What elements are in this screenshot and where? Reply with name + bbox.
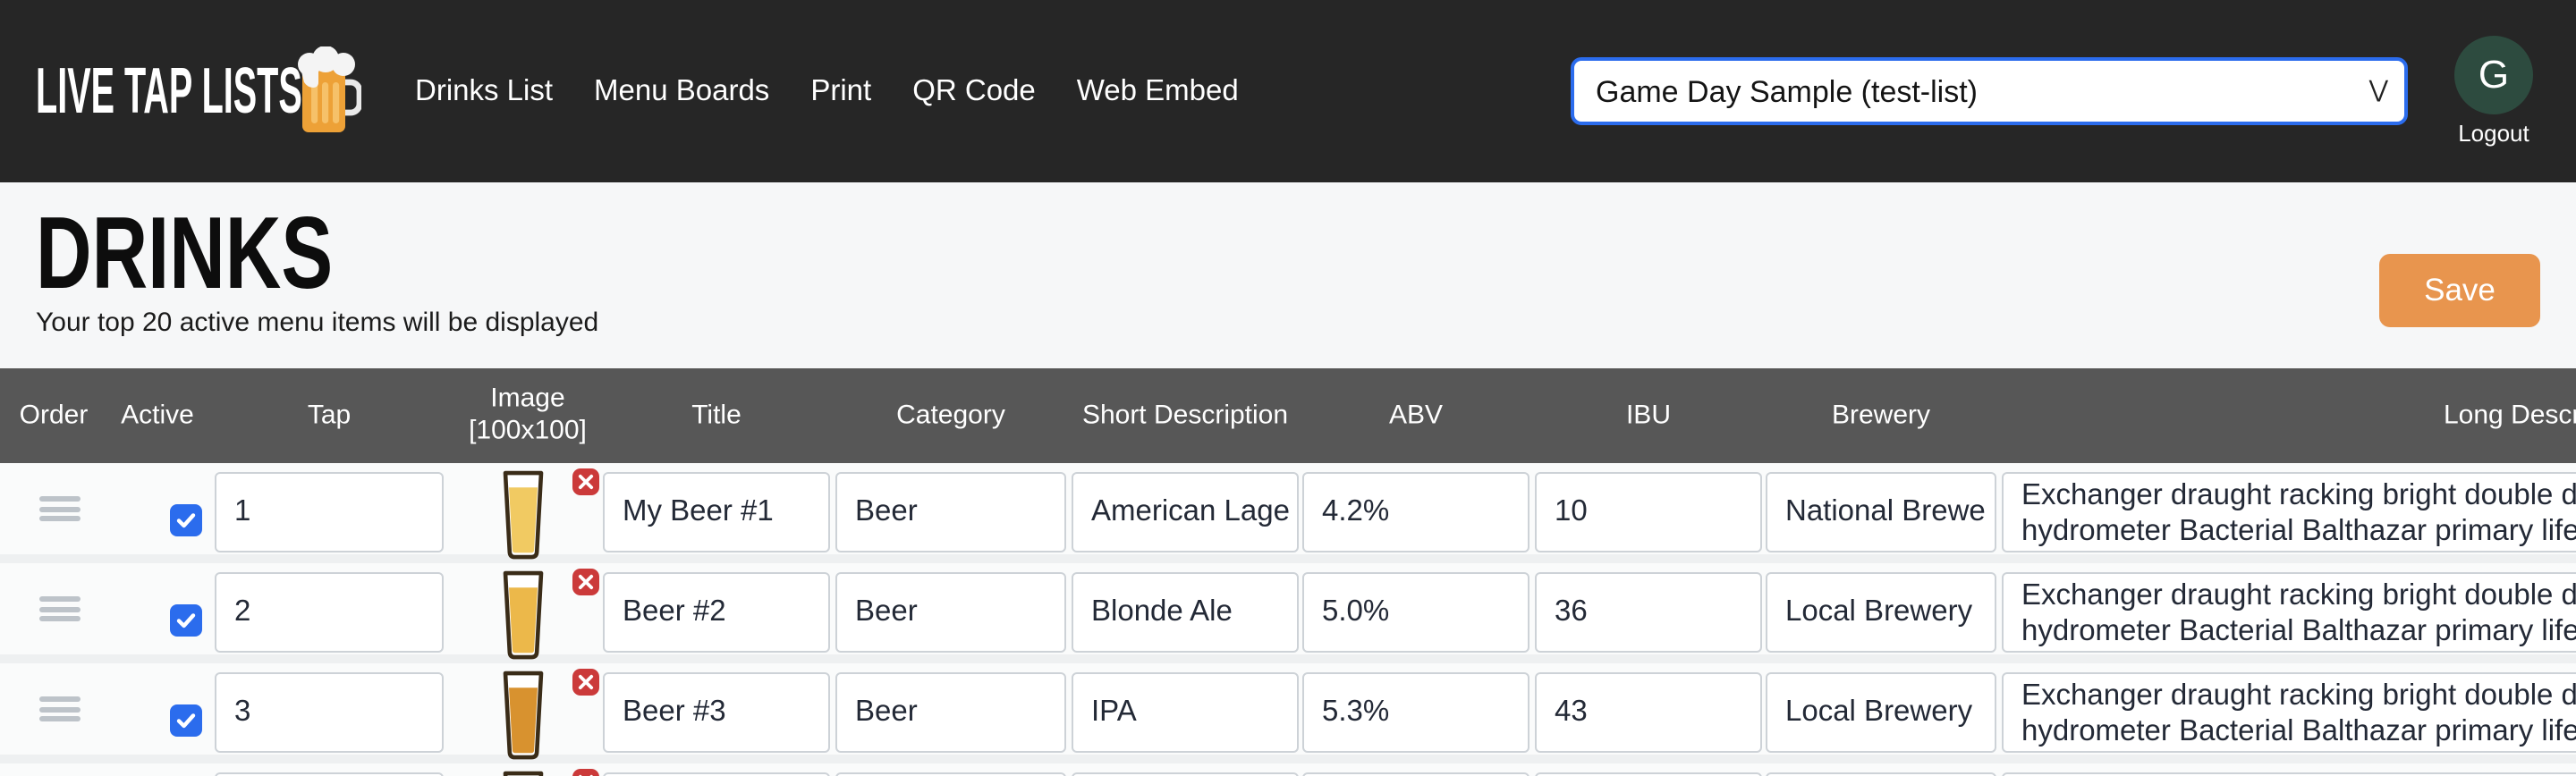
ibu-input[interactable] bbox=[1535, 672, 1762, 753]
col-header-title: Title bbox=[691, 399, 741, 430]
brewery-input[interactable] bbox=[1766, 672, 1996, 753]
category-input[interactable] bbox=[835, 472, 1066, 552]
avatar[interactable]: G bbox=[2454, 36, 2533, 114]
check-icon bbox=[176, 713, 196, 729]
active-checkbox[interactable] bbox=[170, 504, 202, 536]
check-icon bbox=[176, 613, 196, 628]
long-description-textarea[interactable]: Exchanger draught racking bright double … bbox=[2002, 572, 2576, 653]
col-header-image: Image [100x100] bbox=[469, 382, 587, 447]
ibu-input[interactable] bbox=[1535, 572, 1762, 653]
short-description-input[interactable] bbox=[1072, 772, 1299, 776]
brewery-input[interactable] bbox=[1766, 472, 1996, 552]
check-icon bbox=[176, 513, 196, 528]
long-description-textarea[interactable]: Exchanger draught racking bright double … bbox=[2002, 472, 2576, 552]
abv-input[interactable] bbox=[1302, 472, 1530, 552]
category-input[interactable] bbox=[835, 572, 1066, 653]
x-icon bbox=[578, 474, 594, 490]
logo-link[interactable]: LIVE TAP LISTS bbox=[36, 46, 361, 136]
title-input[interactable] bbox=[603, 772, 830, 776]
tap-input[interactable] bbox=[215, 772, 444, 776]
delete-image-button[interactable] bbox=[572, 468, 599, 495]
table-row: Exchanger draught racking bright double … bbox=[0, 663, 2576, 763]
logo-text: LIVE TAP LISTS bbox=[36, 54, 302, 127]
col-header-tap: Tap bbox=[307, 399, 352, 430]
logout-button[interactable]: Logout bbox=[2458, 120, 2529, 147]
brewery-input[interactable] bbox=[1766, 772, 1996, 776]
x-icon bbox=[578, 674, 594, 690]
col-header-order: Order bbox=[19, 399, 89, 430]
table-body: Exchanger draught racking bright double … bbox=[0, 463, 2576, 776]
brewery-input[interactable] bbox=[1766, 572, 1996, 653]
ibu-input[interactable] bbox=[1535, 472, 1762, 552]
col-header-active: Active bbox=[121, 399, 194, 430]
account-block: G Logout bbox=[2444, 36, 2544, 147]
page-header: DRINKS Your top 20 active menu items wil… bbox=[0, 182, 2576, 368]
short-description-input[interactable] bbox=[1072, 672, 1299, 753]
tap-input[interactable] bbox=[215, 672, 444, 753]
save-button[interactable]: Save bbox=[2379, 254, 2540, 327]
col-header-long-description: Long Description bbox=[2444, 399, 2576, 430]
ibu-input[interactable] bbox=[1535, 772, 1762, 776]
active-checkbox[interactable] bbox=[170, 704, 202, 737]
short-description-input[interactable] bbox=[1072, 572, 1299, 653]
drag-handle-icon[interactable] bbox=[39, 592, 80, 626]
nav-links: Drinks List Menu Boards Print QR Code We… bbox=[415, 74, 1239, 108]
delete-image-button[interactable] bbox=[572, 569, 599, 595]
page-subtitle: Your top 20 active menu items will be di… bbox=[36, 308, 599, 338]
tap-input[interactable] bbox=[215, 572, 444, 653]
page-title: DRINKS bbox=[36, 197, 334, 311]
beer-glass-image[interactable] bbox=[501, 570, 546, 660]
nav-item-drinks-list[interactable]: Drinks List bbox=[415, 74, 554, 106]
long-description-textarea[interactable]: Exchanger draught racking bright double … bbox=[2002, 672, 2576, 753]
avatar-initial: G bbox=[2478, 52, 2510, 97]
beer-mug-icon bbox=[298, 46, 361, 132]
col-header-ibu: IBU bbox=[1625, 399, 1671, 430]
abv-input[interactable] bbox=[1302, 572, 1530, 653]
abv-input[interactable] bbox=[1302, 672, 1530, 753]
nav-item-web-embed[interactable]: Web Embed bbox=[1076, 74, 1239, 106]
active-checkbox[interactable] bbox=[170, 604, 202, 637]
navbar: LIVE TAP LISTS Drinks List Menu Boards P… bbox=[0, 0, 2576, 182]
title-input[interactable] bbox=[603, 672, 830, 753]
short-description-input[interactable] bbox=[1072, 472, 1299, 552]
col-header-short-description: Short Description bbox=[1081, 399, 1289, 430]
drag-handle-icon[interactable] bbox=[39, 492, 80, 526]
drag-handle-icon[interactable] bbox=[39, 692, 80, 726]
table-row bbox=[0, 763, 2576, 776]
nav-item-qr-code[interactable]: QR Code bbox=[912, 74, 1036, 106]
col-header-abv: ABV bbox=[1388, 399, 1443, 430]
beer-glass-image[interactable] bbox=[501, 470, 546, 560]
nav-item-menu-boards[interactable]: Menu Boards bbox=[594, 74, 770, 106]
col-header-brewery: Brewery bbox=[1831, 399, 1930, 430]
menu-list-select[interactable]: Game Day Sample (test-list) bbox=[1571, 57, 2408, 125]
title-input[interactable] bbox=[603, 572, 830, 653]
delete-image-button[interactable] bbox=[572, 669, 599, 696]
title-input[interactable] bbox=[603, 472, 830, 552]
tap-input[interactable] bbox=[215, 472, 444, 552]
table-header: Order Active Tap Image [100x100] Title C… bbox=[0, 368, 2576, 463]
list-select-wrap: Game Day Sample (test-list) ⋁ bbox=[1571, 57, 2408, 125]
abv-input[interactable] bbox=[1302, 772, 1530, 776]
col-header-category: Category bbox=[896, 399, 1005, 430]
table-row: Exchanger draught racking bright double … bbox=[0, 563, 2576, 663]
category-input[interactable] bbox=[835, 772, 1066, 776]
beer-glass-image[interactable] bbox=[501, 671, 546, 760]
nav-item-print[interactable]: Print bbox=[810, 74, 872, 106]
long-description-textarea[interactable] bbox=[2002, 772, 2576, 776]
x-icon bbox=[578, 574, 594, 590]
beer-glass-image[interactable] bbox=[501, 771, 546, 776]
table-row: Exchanger draught racking bright double … bbox=[0, 463, 2576, 563]
category-input[interactable] bbox=[835, 672, 1066, 753]
delete-image-button[interactable] bbox=[572, 769, 599, 776]
